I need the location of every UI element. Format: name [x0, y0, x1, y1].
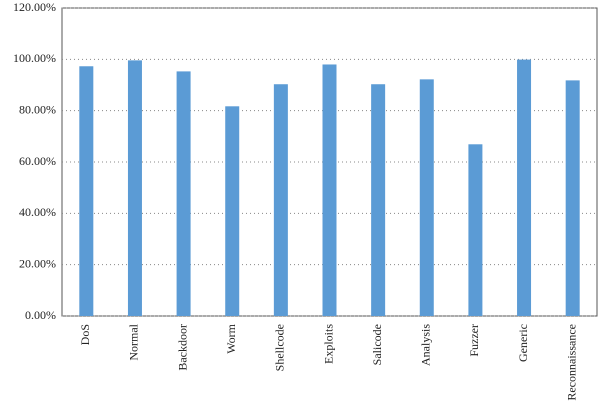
bar — [225, 106, 240, 316]
y-tick-label: 20.00% — [19, 256, 56, 270]
y-tick-label: 60.00% — [19, 154, 56, 168]
y-tick-label: 0.00% — [25, 308, 56, 322]
y-tick-label: 80.00% — [19, 102, 56, 116]
bar — [468, 144, 483, 316]
bar — [79, 66, 94, 316]
bar — [176, 71, 191, 316]
bar — [517, 59, 532, 317]
x-tick-label: Reconnaissance — [564, 324, 578, 401]
x-tick-label: Shellcode — [273, 324, 287, 371]
x-tick-label: Salicode — [370, 324, 384, 365]
x-tick-label: Backdoor — [175, 324, 189, 371]
bar — [273, 84, 288, 316]
x-tick-label: Fuzzer — [467, 324, 481, 357]
bar — [322, 64, 337, 316]
x-tick-label: Analysis — [419, 324, 433, 366]
bar — [419, 79, 434, 316]
x-tick-label: Worm — [224, 323, 238, 353]
x-tick-label: DoS — [78, 324, 92, 345]
y-tick-label: 120.00% — [13, 0, 56, 14]
y-tick-label: 40.00% — [19, 205, 56, 219]
bar — [371, 84, 386, 316]
x-tick-label: Exploits — [321, 324, 335, 364]
bar — [127, 60, 142, 316]
x-tick-label: Normal — [127, 323, 141, 360]
bar — [565, 80, 580, 316]
x-tick-label: Generic — [516, 324, 530, 362]
y-tick-label: 100.00% — [13, 51, 56, 65]
